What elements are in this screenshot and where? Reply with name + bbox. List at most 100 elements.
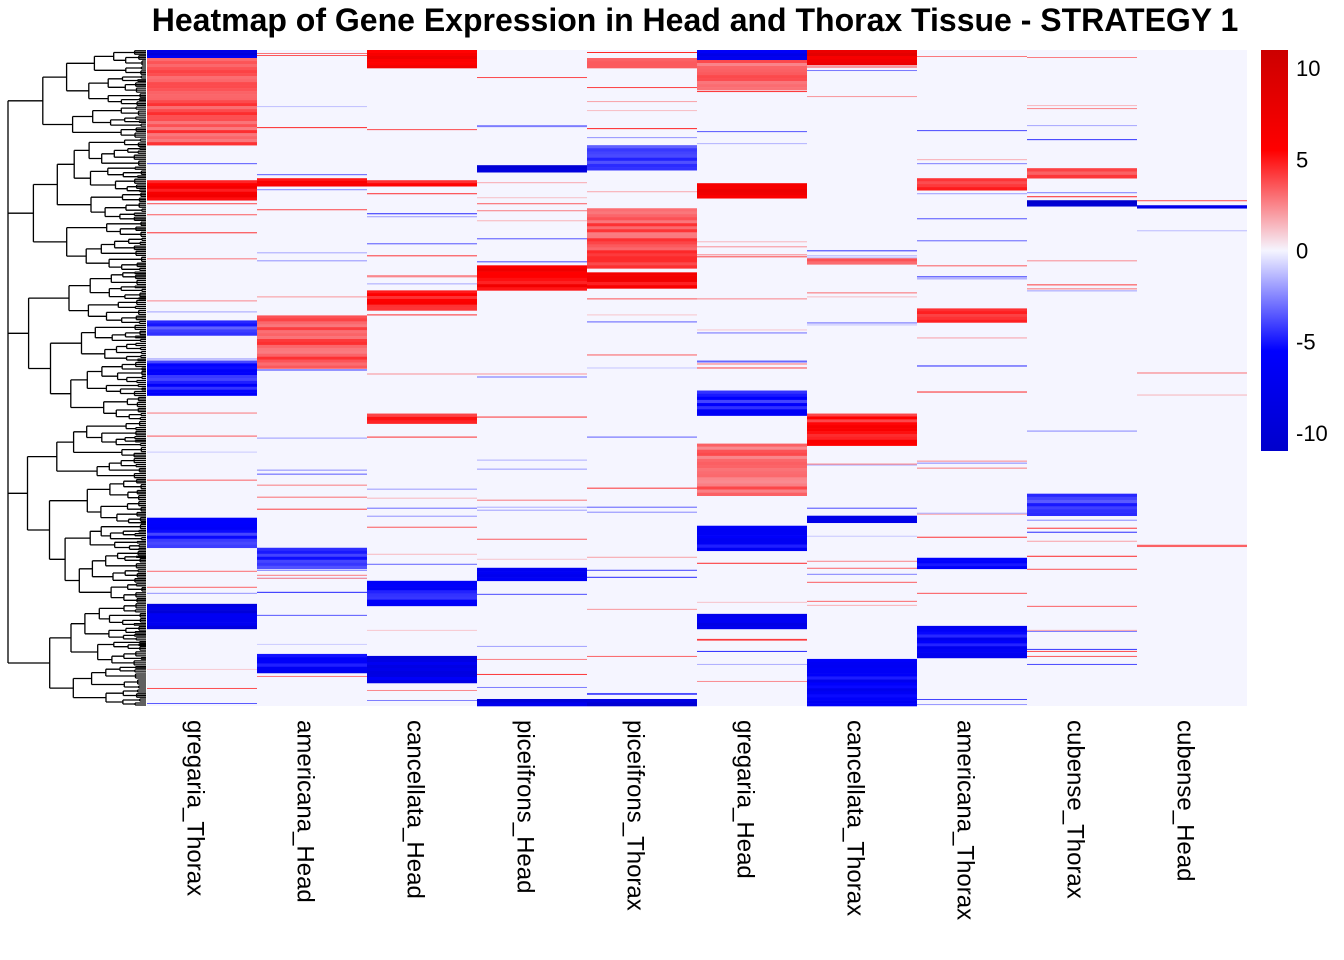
heatmap-cell [257,565,367,570]
heatmap-line [587,87,697,89]
heatmap-cell [697,409,807,413]
heatmap-cell [697,455,807,460]
heatmap-line [477,126,587,128]
heatmap-cell [257,318,367,322]
heatmap-cell [257,362,367,366]
heatmap-cell [697,525,807,530]
heatmap-cell [807,50,917,54]
heatmap-cell [367,583,477,588]
heatmap-cell [147,526,257,531]
heatmap-cell [257,553,367,558]
heatmap-cell [917,557,1027,561]
heatmap-cell [807,439,917,443]
heatmap-cell [257,178,367,182]
heatmap-cell [1027,506,1137,510]
heatmap-cell [147,100,257,104]
heatmap-line [807,257,917,259]
heatmap-cell [147,380,257,385]
heatmap-line [147,703,257,704]
heatmap-cell [587,256,697,260]
heatmap-cell [477,277,587,282]
heatmap-cell [807,261,917,265]
heatmap-cell [697,446,807,451]
heatmap-line [1027,531,1137,533]
heatmap-line [917,265,1027,267]
dendrogram-branches [7,50,146,706]
heatmap-cell [697,616,807,621]
heatmap-line [917,698,1027,700]
heatmap-cell [587,214,697,218]
heatmap-cell [917,637,1027,641]
heatmap-cell [367,655,477,660]
heatmap-cell [697,486,807,490]
heatmap-line [917,536,1027,538]
heatmap-line [697,143,807,145]
heatmap-line [257,174,367,176]
heatmap-line [587,128,697,130]
heatmap-cell [587,278,697,283]
heatmap-line [367,629,477,631]
heatmap-line [367,507,477,509]
heatmap-cell [587,259,697,263]
heatmap-line [1027,540,1137,542]
heatmap-line [367,129,477,131]
heatmap-line [367,314,477,316]
heatmap-cell [367,56,477,60]
heatmap-cell [367,293,477,297]
heatmap-line [1027,105,1137,107]
heatmap-cell [917,181,1027,185]
heatmap-cell [917,634,1027,638]
heatmap-cell [697,474,807,478]
heatmap-line [367,515,477,517]
heatmap-cell [807,431,917,435]
heatmap-line [807,600,917,602]
heatmap-line [477,203,587,205]
heatmap-cell [367,420,477,424]
heatmap-cell [697,625,807,630]
heatmap-line [367,255,477,257]
heatmap-cell [917,187,1027,191]
column-label: americana_Head [292,720,319,903]
heatmap-line [807,250,917,252]
heatmap-line [147,163,257,165]
heatmap-cell [147,103,257,107]
heatmap-cell [477,284,587,288]
heatmap-cell [367,183,477,187]
heatmap-block [147,58,257,146]
heatmap-line [807,464,917,466]
heatmap-cell [147,130,257,134]
heatmap-cell [147,363,257,367]
colorbar-tick-label: 5 [1296,147,1308,172]
heatmap-line [477,468,587,470]
heatmap-cell [807,661,917,666]
heatmap-cell [147,378,257,382]
heatmap-line [1027,629,1137,631]
heatmap-cell [147,67,257,71]
heatmap-cell [697,477,807,481]
heatmap-line [1137,372,1247,374]
heatmap-line [917,130,1027,132]
heatmap-cell [257,336,367,340]
heatmap-cell [1027,203,1137,207]
heatmap-line [917,159,1027,161]
heatmap-cell [697,72,807,76]
heatmap-cell [147,52,257,56]
heatmap-cell [147,185,257,190]
heatmap-cell [697,403,807,407]
heatmap-line [587,608,697,610]
heatmap-cell [367,664,477,669]
heatmap-block [697,525,807,552]
heatmap-block [1027,200,1137,207]
heatmap-line [367,699,477,701]
heatmap-line [587,52,697,53]
heatmap-cell [697,60,807,64]
heatmap-cell [257,350,367,355]
heatmap-cell [807,515,917,520]
column-label: piceifrons_Head [512,720,539,893]
heatmap-block [367,50,477,69]
heatmap-line [807,322,917,324]
heatmap-cell [1027,493,1137,498]
heatmap-cell [1027,503,1137,507]
heatmap-cell [147,535,257,540]
heatmap-cell [807,688,917,692]
